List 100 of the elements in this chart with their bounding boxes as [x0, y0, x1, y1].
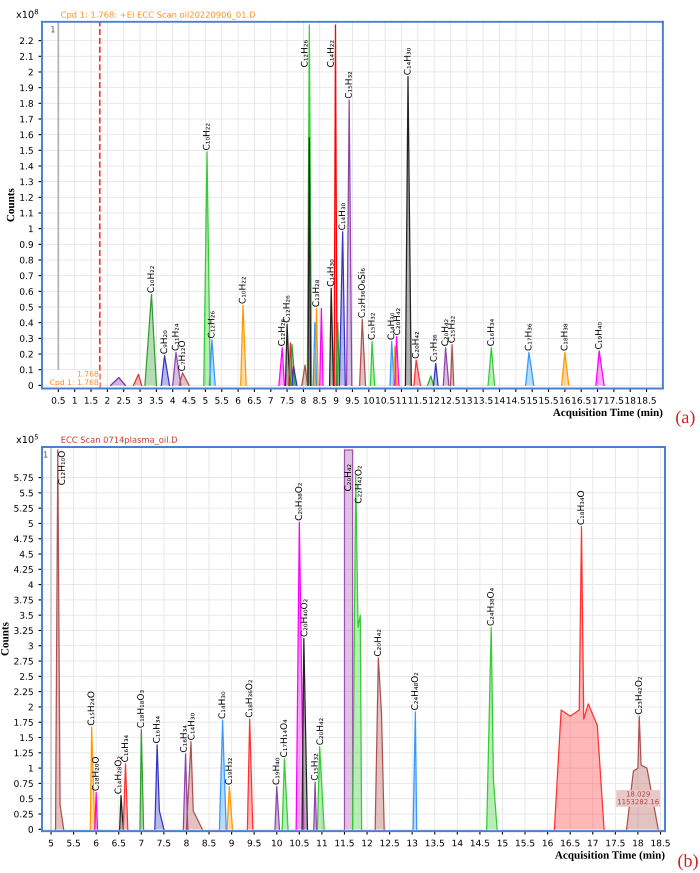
annotation: C₁₅H₂₄O	[87, 692, 94, 726]
annotation: C₁₈H₂₀O	[92, 757, 99, 791]
x-tick-label: 8	[301, 396, 306, 404]
annotation: C₁₆H₃₄	[487, 319, 494, 346]
y-tick-label: 1.1	[20, 210, 33, 216]
annotation: C₁₆H₃₄	[180, 725, 187, 752]
x-tick-label: 5.5	[67, 840, 80, 846]
annotation: C₁₄H₂₈O₂	[114, 756, 122, 794]
y-axis-title: Counts	[6, 188, 14, 222]
y-tick-label: 1.7	[20, 116, 33, 122]
x-tick-label: 9.5	[346, 396, 359, 404]
x-tick-label: 16	[542, 840, 553, 846]
annotation: C₉H₂₀	[160, 330, 168, 354]
x-tick-label: 18.5	[651, 840, 670, 846]
annotation: C₁₈H₃₈	[560, 324, 568, 351]
chart-subtitle: ECC Scan 0714plasma_oil.D	[62, 436, 178, 445]
y-tick-label: 0.5	[20, 795, 33, 802]
x-tick-label: 15.5	[539, 397, 558, 404]
x-tick-label: 4	[170, 397, 176, 404]
annotation: C₁₄H₃₀	[218, 692, 226, 718]
x-tick-label: 18	[625, 396, 636, 404]
y-tick-label: 1.9	[20, 84, 34, 92]
annotation: C₁₅H₃₂	[448, 316, 455, 343]
x-tick-label: 8.5	[202, 840, 216, 846]
annotation: C₁₂H₁₀O	[58, 451, 65, 485]
y-tick-label: 0.75	[14, 780, 33, 787]
x-tick-label: 14.5	[506, 397, 526, 404]
x-tick-label: 5	[48, 840, 54, 846]
x-tick-label: 5	[203, 397, 208, 404]
annotation: C₁₂H₂₆	[282, 296, 290, 322]
y-tick-label: 4.25	[14, 566, 33, 573]
x-tick-label: 12.5	[441, 396, 460, 404]
y-tick-label: 0.2	[20, 350, 33, 358]
x-tick-label: 16	[560, 396, 570, 404]
y-tick-label: 1	[28, 764, 33, 772]
y-tick-label: 3.75	[14, 596, 33, 604]
annotation: C₁₈H₃₄O	[577, 490, 584, 525]
y-tick-label: 0	[28, 382, 34, 389]
y-tick-label: 5.25	[14, 504, 33, 512]
y-tick-label: 0.4	[20, 319, 34, 326]
x-tick-label: 9	[229, 840, 234, 846]
text: x10$^{5}$	[16, 434, 38, 444]
y-tick-label: 5.75	[14, 474, 33, 482]
text: (a)	[676, 410, 695, 427]
text: x10$^{8}$	[16, 9, 38, 18]
annotation: C₇H₁₂O	[178, 340, 186, 371]
y-tick-label: 0.7	[20, 272, 33, 280]
annotation: C₁₂H₂₆	[278, 319, 285, 346]
annotation: C₂₀H₄₂	[412, 332, 419, 358]
x-tick-label: 7.5	[157, 840, 170, 846]
y-tick-label: 0.6	[20, 288, 34, 295]
annotation: 1	[44, 451, 48, 458]
x-tick-label: 13	[462, 396, 472, 404]
x-tick-label: 6.5	[112, 840, 126, 846]
y-tick-label: 0.8	[20, 256, 34, 264]
y-tick-label: 3.25	[14, 627, 33, 634]
x-tick-label: 15	[498, 840, 508, 846]
x-tick-label: 11.5	[335, 840, 354, 846]
x-tick-label: 15	[527, 397, 538, 404]
x-tick-label: 14.5	[470, 840, 490, 846]
annotation: C₂₀H₃₈O₂	[295, 483, 302, 520]
x-tick-label: 10.5	[290, 840, 309, 846]
x-tick-label: 3.5	[150, 396, 163, 404]
x-tick-label: 11	[396, 397, 406, 404]
y-tick-label: 3.5	[20, 612, 33, 619]
x-tick-label: 12.5	[380, 840, 399, 846]
annotation: C₂₄H₄₈O₂	[411, 672, 418, 710]
annotation: C₂₂H₄₂O₂	[354, 466, 362, 504]
x-tick-label: 3	[138, 396, 142, 404]
x-axis-title: Acquisition Time (min)	[552, 408, 662, 418]
annotation: C₁₉H₄₀	[272, 758, 280, 785]
y-tick-label: 0.1	[20, 366, 33, 374]
annotation: C₁₇H₃₆	[524, 324, 532, 351]
annotation: C₁₀H₂₂	[202, 123, 210, 150]
annotation: C₂₀H₄₂	[374, 630, 381, 656]
annotation: C₁₀H₂₂	[147, 266, 154, 293]
y-tick-label: 3	[28, 642, 33, 650]
x-tick-label: 14	[494, 397, 505, 404]
x-tick-label: 12	[362, 840, 372, 846]
annotation: C₁₇H₃₆	[430, 334, 437, 362]
annotation: C₁₃H₂₈	[312, 280, 320, 307]
y-tick-label: 1.2	[20, 194, 33, 201]
annotation: C₁₄H₃₀	[404, 48, 411, 75]
x-tick-label: 14	[452, 840, 463, 846]
x-tick-label: 18	[633, 840, 644, 846]
x-tick-label: 18.5	[638, 396, 656, 404]
annotation: C₂₀H₄₂	[393, 308, 400, 335]
annotation: C₁₄H₃₀	[327, 260, 334, 286]
annotation: C₁₅H₃₂	[368, 313, 375, 340]
annotation: C₁₀H₂₂	[238, 277, 246, 304]
annotation: C₁₇H₁₄O₄	[280, 720, 288, 758]
annotation: C₂₀H₄₀O₂	[300, 599, 308, 637]
annotation: C₂₃H₄₂O₂	[635, 676, 642, 714]
annotation: C₁₄H₃₀	[387, 312, 394, 340]
x-tick-label: 13.5	[474, 396, 492, 404]
x-tick-label: 7	[139, 840, 144, 846]
y-tick-label: 1	[28, 226, 33, 232]
x-tick-label: 17	[588, 840, 598, 846]
x-tick-label: 11	[317, 840, 327, 846]
y-tick-label: 4.75	[14, 536, 33, 542]
